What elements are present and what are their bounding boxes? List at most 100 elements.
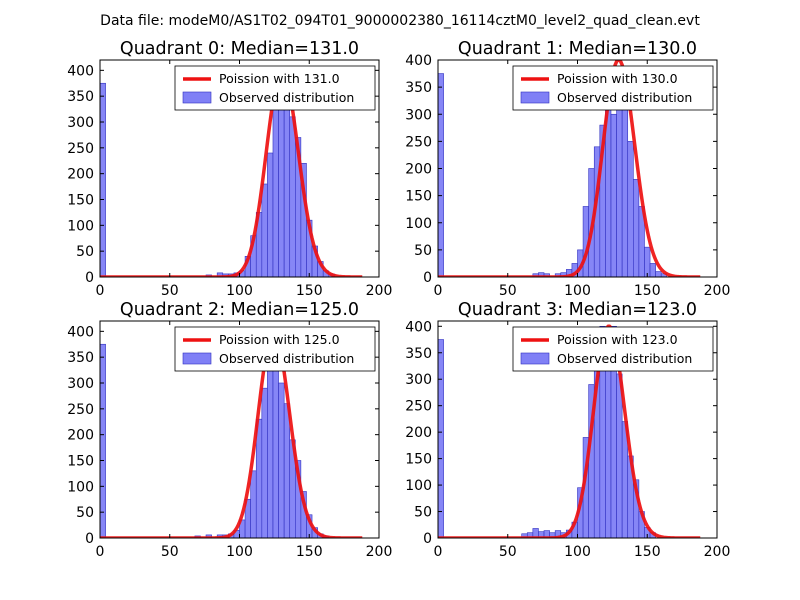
- y-tick-label: 200: [67, 167, 94, 183]
- panel-0: 0 50 100 150 200 0 50 100 150 200 250 300 350 400 Quad…: [67, 39, 392, 299]
- x-tick-label: 150: [296, 283, 323, 299]
- panel-title: Quadrant 1: Median=130.0: [458, 39, 697, 59]
- y-tick-label: 400: [67, 324, 94, 340]
- x-tick-label: 0: [434, 544, 443, 560]
- y-tick-label: 300: [405, 372, 432, 388]
- plot-area: [438, 324, 701, 538]
- histogram-bar: [283, 403, 291, 538]
- y-tick-label: 250: [67, 141, 94, 157]
- histogram-bar: [644, 246, 651, 277]
- y-tick-label: 50: [76, 244, 94, 260]
- y-tick-label: 0: [85, 270, 94, 286]
- y-tick-label: 400: [67, 63, 94, 79]
- plot-area: [438, 60, 701, 277]
- y-tick-label: 50: [414, 505, 432, 521]
- histogram-bar: [438, 73, 444, 277]
- y-tick-label: 350: [67, 350, 94, 366]
- poisson-curve: [438, 324, 701, 538]
- y-tick-label: 300: [405, 107, 432, 123]
- x-tick-label: 0: [96, 544, 105, 560]
- x-tick-label: 150: [634, 283, 661, 299]
- histogram-bar: [272, 101, 279, 277]
- histogram-bar: [261, 183, 268, 277]
- y-tick-label: 0: [423, 531, 432, 547]
- y-tick-label: 50: [76, 505, 94, 521]
- legend-label-poisson: Poission with 123.0: [557, 332, 678, 347]
- legend-label-poisson: Poission with 131.0: [219, 71, 340, 86]
- y-tick-label: 250: [67, 402, 94, 418]
- histogram-bar: [632, 179, 640, 277]
- y-tick-label: 100: [67, 218, 94, 234]
- y-tick-label: 350: [405, 346, 432, 362]
- legend-label-poisson: Poission with 130.0: [557, 71, 678, 86]
- y-tick-label: 100: [405, 478, 432, 494]
- y-tick-label: 300: [67, 376, 94, 392]
- poisson-curve: [438, 60, 701, 277]
- x-tick-label: 0: [434, 283, 443, 299]
- y-tick-label: 100: [67, 479, 94, 495]
- x-tick-label: 200: [366, 544, 393, 560]
- poisson-curve: [100, 68, 363, 277]
- panels: 0 50 100 150 200 0 50 100 150 200 250 300 350 400 Quad…: [67, 39, 730, 560]
- x-tick-label: 150: [296, 544, 323, 560]
- x-tick-label: 200: [704, 283, 731, 299]
- panel-title: Quadrant 2: Median=125.0: [120, 300, 359, 320]
- y-tick-label: 100: [405, 216, 432, 232]
- x-tick-label: 50: [499, 544, 517, 560]
- plot-area: [100, 68, 363, 277]
- x-tick-label: 0: [96, 283, 105, 299]
- legend-label-observed: Observed distribution: [557, 90, 692, 105]
- histogram-bar: [250, 470, 257, 538]
- y-tick-label: 150: [405, 452, 432, 468]
- panel-title: Quadrant 0: Median=131.0: [120, 39, 359, 59]
- y-tick-label: 150: [67, 193, 94, 209]
- y-tick-label: 300: [67, 115, 94, 131]
- histogram-bar: [627, 141, 634, 277]
- panel-title: Quadrant 3: Median=123.0: [458, 300, 697, 320]
- x-tick-label: 200: [704, 544, 731, 560]
- panel-1: 0 50 100 150 200 0 50 100 150 200 250 300 350 400 Quad…: [405, 39, 730, 299]
- legend-bar-swatch: [520, 91, 550, 104]
- y-tick-label: 400: [405, 319, 432, 335]
- y-tick-label: 0: [423, 270, 432, 286]
- poisson-curve: [100, 329, 363, 538]
- panel-3: 0 50 100 150 200 0 50 100 150 200 250 300 350 400 Quad…: [405, 300, 730, 560]
- plot-area: [100, 329, 363, 538]
- y-tick-label: 350: [405, 80, 432, 96]
- legend: Poission with 130.0 Observed distribution: [512, 65, 714, 111]
- legend-label-observed: Observed distribution: [557, 351, 692, 366]
- histogram-bar: [267, 152, 274, 277]
- histogram-bar: [616, 373, 623, 538]
- histogram-bar: [621, 89, 629, 277]
- x-tick-label: 100: [226, 283, 253, 299]
- histogram-bar: [610, 113, 617, 277]
- histogram-bar: [289, 116, 296, 277]
- x-tick-label: 100: [226, 544, 253, 560]
- histogram-bar: [100, 82, 106, 277]
- y-tick-label: 200: [67, 428, 94, 444]
- legend: Poission with 123.0 Observed distribution: [512, 326, 714, 372]
- panel-2: 0 50 100 150 200 0 50 100 150 200 250 300 350 400 Quad…: [67, 300, 392, 560]
- legend: Poission with 125.0 Observed distribution: [174, 326, 376, 372]
- histogram-bar: [278, 90, 285, 277]
- histogram-bar: [278, 382, 285, 538]
- histogram-bar: [100, 343, 106, 538]
- legend-bar-swatch: [520, 352, 550, 365]
- legend-label-observed: Observed distribution: [219, 351, 354, 366]
- y-tick-label: 0: [85, 531, 94, 547]
- figure-suptitle: Data file: modeM0/AS1T02_094T01_90000023…: [100, 13, 700, 29]
- y-tick-label: 250: [405, 399, 432, 415]
- x-tick-label: 150: [634, 544, 661, 560]
- y-tick-label: 150: [67, 454, 94, 470]
- x-tick-label: 50: [161, 544, 179, 560]
- y-tick-label: 350: [67, 89, 94, 105]
- histogram-bar: [438, 339, 444, 538]
- histogram-bar: [649, 263, 656, 277]
- histogram-bar: [616, 86, 623, 277]
- x-tick-label: 50: [161, 283, 179, 299]
- legend-bar-swatch: [182, 352, 212, 365]
- y-tick-label: 150: [405, 189, 432, 205]
- histogram-bar: [261, 387, 268, 538]
- y-tick-label: 200: [405, 425, 432, 441]
